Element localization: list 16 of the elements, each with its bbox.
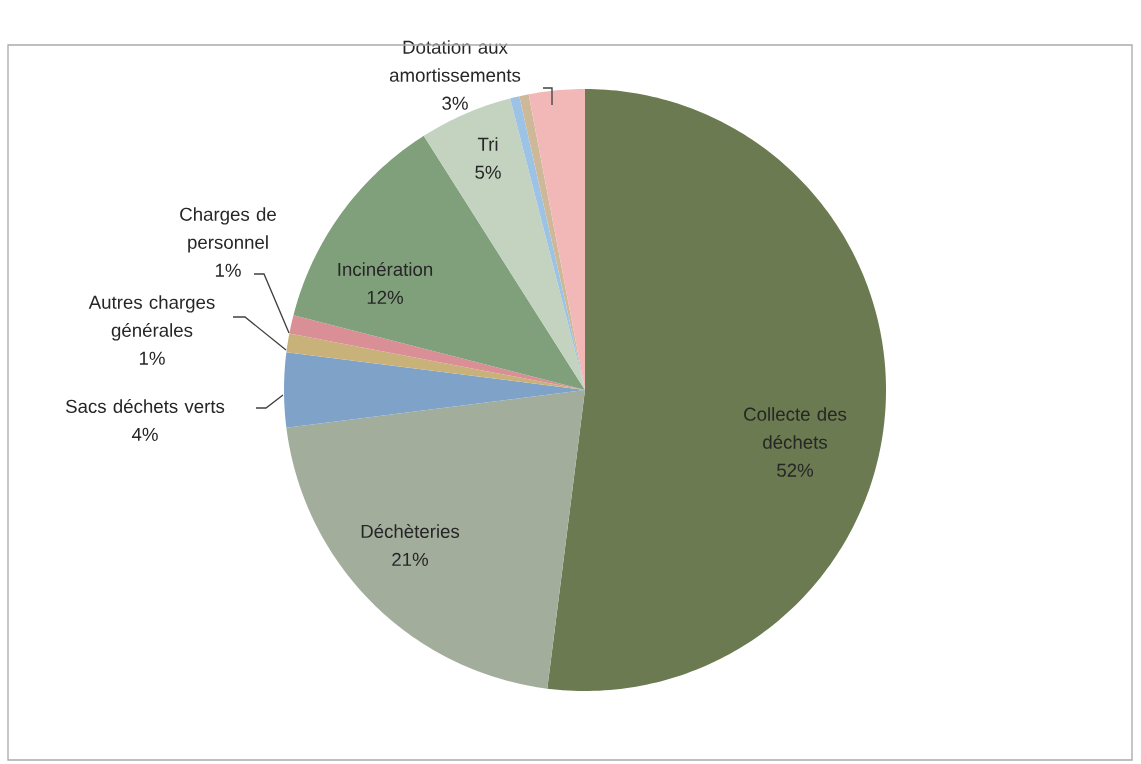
data-label: 21% xyxy=(392,552,429,566)
slice-label: Collecte des déchets xyxy=(744,407,847,449)
data-label: 1% xyxy=(139,351,165,365)
slice-label: Tri xyxy=(477,137,498,151)
slice-label: Charges de personnel xyxy=(180,207,276,253)
data-label: 4% xyxy=(131,427,158,441)
slice-label: Incinération xyxy=(338,262,433,276)
slice-label: Dotation aux amortissements xyxy=(389,40,521,82)
data-label: 1% xyxy=(215,263,241,277)
data-label: 52% xyxy=(777,463,814,477)
data-label: 3% xyxy=(442,96,468,110)
slice-label: Autres charges générales xyxy=(88,295,215,341)
slice-label: Déchèteries xyxy=(361,524,460,538)
data-label: 12% xyxy=(367,290,404,304)
data-label: 5% xyxy=(475,165,501,179)
slice-label: Sacs déchets verts xyxy=(65,399,225,413)
